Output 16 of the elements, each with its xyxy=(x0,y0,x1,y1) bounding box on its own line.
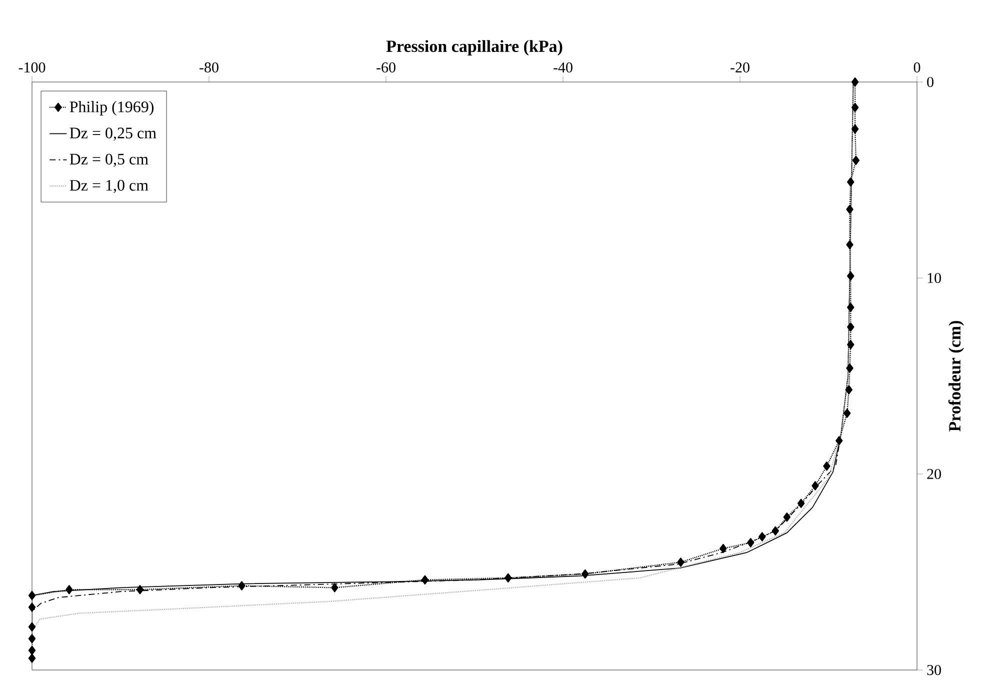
x-tick-label: -40 xyxy=(554,62,572,72)
x-tick-label: -20 xyxy=(730,62,750,72)
y-axis-title: Profodeur (cm) xyxy=(948,320,964,432)
legend-label: Dz = 0,25 cm xyxy=(70,128,156,141)
x-tick-label: -80 xyxy=(200,62,218,72)
y-tick-label: 0 xyxy=(927,76,934,88)
x-tick-label: -100 xyxy=(18,62,46,72)
legend-label: Dz = 1,0 cm xyxy=(70,180,148,194)
x-axis-title: Pression capillaire (kPa) xyxy=(386,40,562,56)
legend-label: Philip (1969) xyxy=(70,101,154,116)
legend-label: Dz = 0,5 cm xyxy=(70,154,148,167)
y-tick-label: 20 xyxy=(927,468,941,480)
x-tick-label: 0 xyxy=(914,62,920,72)
y-tick-label: 10 xyxy=(928,272,941,284)
x-tick-label: -60 xyxy=(376,62,396,72)
y-tick-label: 30 xyxy=(927,664,941,676)
